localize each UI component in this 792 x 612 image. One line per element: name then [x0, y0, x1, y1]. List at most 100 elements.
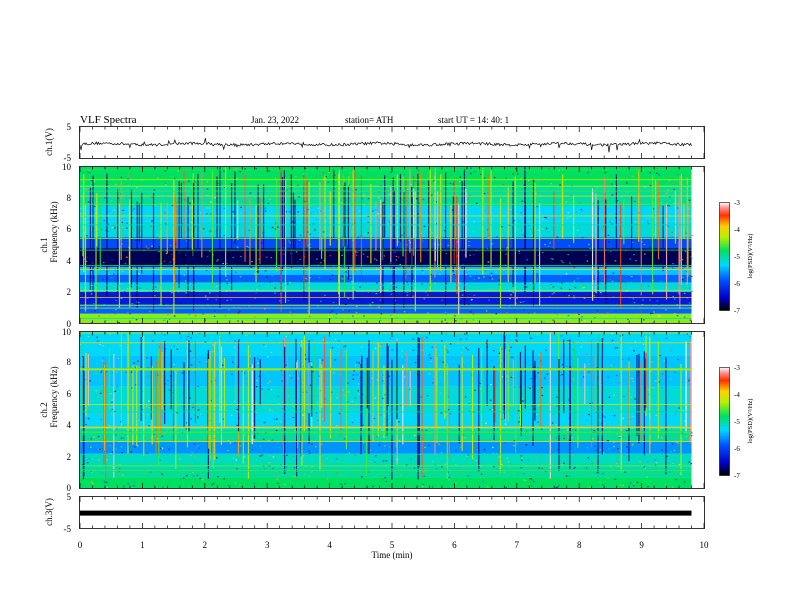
spectrogram-cell: [547, 245, 550, 247]
spectrogram-cell: [325, 379, 328, 382]
spectrogram-cell: [244, 411, 246, 414]
spectrogram-cell: [375, 292, 378, 295]
spectrogram-cell: [389, 410, 392, 412]
spectrogram-cell: [685, 232, 687, 234]
spectrogram-cell: [326, 457, 328, 460]
ch1-cbar-tick-m7: -7: [734, 307, 740, 315]
spectrogram-cell: [505, 312, 508, 314]
spectrogram-cell: [141, 189, 143, 192]
spectrogram-streak: [524, 167, 526, 293]
spectrogram-streak: [590, 340, 593, 448]
spectrogram-cell: [285, 335, 288, 337]
spectrogram-cell: [573, 466, 576, 468]
spectrogram-cell: [125, 198, 128, 200]
spectrogram-cell: [253, 316, 256, 318]
spectrogram-cell: [473, 446, 476, 449]
spectrogram-cell: [407, 420, 409, 422]
spectrogram-cell: [599, 292, 602, 294]
spectrogram-cell: [479, 388, 482, 390]
spectrogram-cell: [656, 238, 658, 240]
spectrogram-cell: [488, 234, 490, 236]
spectrogram-cell: [130, 371, 133, 373]
spectrogram-cell: [540, 451, 543, 453]
spectrogram-cell: [190, 306, 192, 309]
spectrogram-cell: [384, 445, 386, 447]
spectrogram-streak: [201, 171, 203, 258]
spectrogram-cell: [480, 233, 482, 235]
spectrogram-cell: [447, 214, 450, 216]
spectrogram-cell: [185, 338, 188, 340]
spectrogram-cell: [555, 437, 558, 439]
spectrogram-cell: [636, 481, 638, 484]
spectrogram-line: [80, 289, 692, 291]
spectrogram-cell: [498, 365, 501, 367]
spectrogram-cell: [346, 217, 348, 219]
spectrogram-cell: [552, 258, 554, 260]
spectrogram-cell: [357, 390, 359, 392]
spectrogram-streak: [386, 343, 388, 436]
spectrogram-streak: [584, 363, 586, 405]
spectrogram-cell: [613, 266, 615, 269]
spectrogram-cell: [395, 259, 398, 261]
spectrogram-cell: [96, 267, 99, 270]
spectrogram-cell: [348, 452, 351, 454]
spectrogram-streak: [178, 181, 180, 288]
spectrogram-cell: [514, 340, 517, 342]
spectrogram-streak: [281, 176, 284, 271]
spectrogram-cell: [566, 340, 569, 342]
spectrogram-cell: [122, 199, 124, 202]
spectrogram-cell: [425, 291, 427, 293]
spectrogram-cell: [487, 261, 490, 263]
spectrogram-cell: [119, 344, 121, 347]
spectrogram-cell: [684, 420, 686, 422]
spectrogram-cell: [194, 315, 197, 317]
spectrogram-cell: [302, 414, 304, 416]
spectrogram-cell: [259, 455, 262, 457]
spectrogram-cell: [635, 223, 637, 226]
spectrogram-cell: [100, 272, 102, 274]
spectrogram-cell: [522, 234, 524, 236]
spectrogram-cell: [583, 477, 586, 479]
spectrogram-cell: [424, 418, 427, 420]
spectrogram-cell: [555, 486, 558, 489]
spectrogram-cell: [93, 180, 95, 182]
spectrogram-cell: [267, 202, 270, 205]
spectrogram-band: [80, 304, 692, 314]
spectrogram-cell: [675, 441, 678, 444]
spectrogram-cell: [265, 256, 268, 258]
spectrogram-cell: [164, 487, 166, 489]
spectrogram-streak: [628, 361, 630, 427]
spectrogram-cell: [622, 436, 624, 438]
spectrogram-cell: [334, 359, 337, 361]
spectrogram-cell: [344, 345, 347, 347]
spectrogram-cell: [658, 315, 661, 317]
spectrogram-cell: [552, 319, 555, 321]
ch1-cbar-tick-m6: -6: [734, 280, 740, 288]
spectrogram-cell: [235, 168, 238, 170]
spectrogram-cell: [536, 334, 539, 336]
spectrogram-cell: [551, 422, 554, 424]
spectrogram-line: [80, 179, 692, 181]
spectrogram-cell: [304, 473, 307, 475]
spectrogram-cell: [476, 275, 479, 277]
spectrogram-cell: [660, 280, 663, 283]
spectrogram-cell: [602, 266, 604, 268]
spectrogram-cell: [254, 289, 256, 291]
spectrogram-cell: [586, 260, 589, 262]
spectrogram-cell: [544, 305, 547, 308]
spectrogram-cell: [468, 194, 471, 196]
spectrogram-cell: [133, 481, 136, 484]
spectrogram-cell: [363, 400, 365, 402]
spectrogram-cell: [141, 218, 144, 220]
spectrogram-cell: [95, 462, 98, 464]
spectrogram-cell: [321, 183, 324, 185]
spectrogram-cell: [666, 455, 668, 458]
spectrogram-cell: [668, 180, 670, 182]
spectrogram-streak: [138, 203, 140, 243]
spectrogram-cell: [422, 406, 425, 409]
spectrogram-cell: [107, 223, 110, 226]
spectrogram-cell: [510, 294, 512, 296]
spectrogram-cell: [305, 408, 307, 410]
spectrogram-cell: [415, 198, 418, 200]
